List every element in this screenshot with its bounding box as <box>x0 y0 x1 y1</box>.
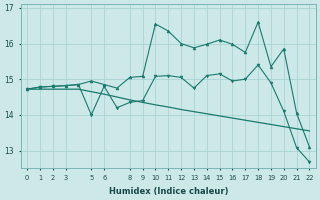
X-axis label: Humidex (Indice chaleur): Humidex (Indice chaleur) <box>108 187 228 196</box>
